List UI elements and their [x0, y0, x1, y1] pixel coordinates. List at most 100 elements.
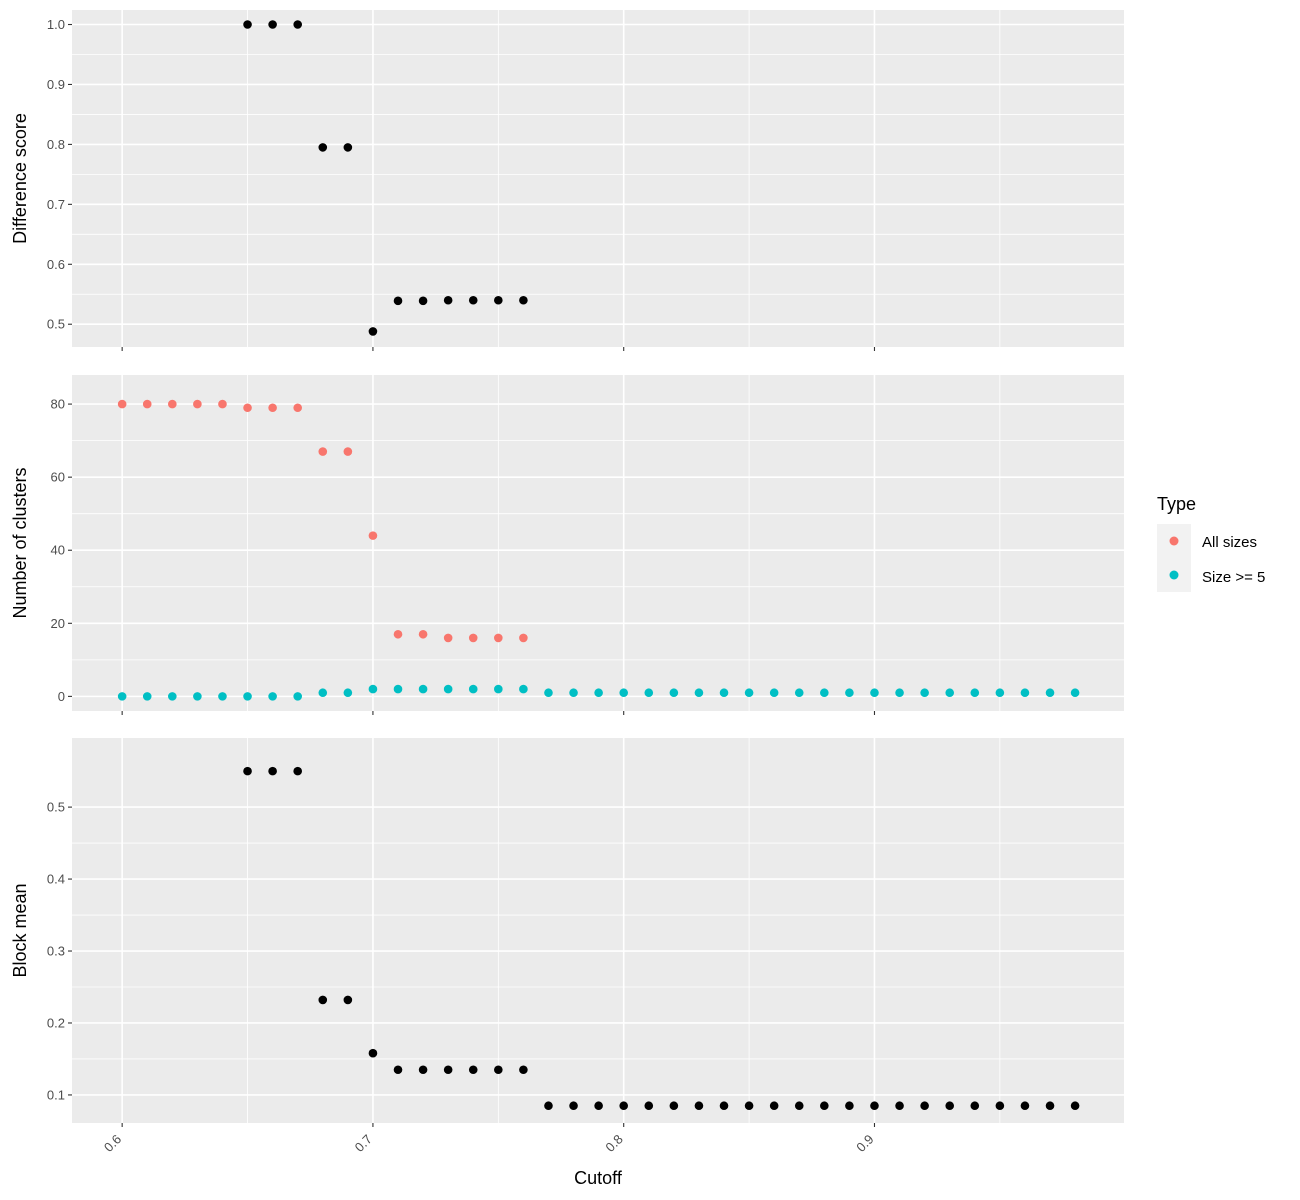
series-all-sizes — [117, 399, 528, 643]
data-point — [268, 403, 277, 413]
panel-background — [72, 738, 1124, 1123]
data-point — [418, 296, 428, 306]
data-point — [368, 327, 378, 336]
y-axis-title: Difference score — [10, 113, 30, 244]
data-point — [870, 688, 879, 698]
panel-background — [72, 375, 1124, 711]
data-point — [293, 403, 302, 413]
data-point — [820, 1101, 829, 1111]
data-point — [870, 1101, 879, 1111]
data-point — [318, 143, 328, 152]
y-tick-label: 0.9 — [47, 77, 65, 92]
data-point — [443, 684, 453, 694]
data-point — [268, 766, 277, 776]
data-point — [519, 633, 528, 643]
data-point — [895, 688, 904, 698]
data-point — [418, 1065, 428, 1075]
data-point — [117, 399, 127, 409]
panel-background — [72, 10, 1124, 347]
data-point — [368, 1048, 378, 1058]
data-point — [644, 688, 654, 698]
data-point — [1070, 1101, 1080, 1111]
panel-1: 0.5 0.6 0.7 0.8 0.9 1.0 Difference score — [10, 10, 1124, 351]
data-point — [293, 20, 302, 29]
data-point — [995, 688, 1005, 698]
data-point — [193, 692, 202, 701]
data-point — [920, 688, 929, 698]
x-axis-title: Cutoff — [574, 1168, 623, 1188]
data-point — [268, 20, 277, 29]
data-point — [920, 1101, 929, 1111]
data-point — [895, 1101, 904, 1111]
y-tick-label: 0.5 — [47, 317, 65, 332]
data-point — [694, 1101, 704, 1111]
data-point — [669, 1101, 679, 1111]
data-point — [794, 688, 804, 698]
data-point — [494, 684, 503, 694]
y-tick-label: 0.7 — [47, 197, 65, 212]
data-point — [343, 995, 353, 1005]
y-tick-label: 1.0 — [47, 17, 65, 32]
data-point — [293, 766, 302, 776]
data-point — [218, 692, 227, 701]
legend-marker-all-sizes — [1169, 536, 1179, 546]
y-tick-label: 40 — [51, 543, 65, 558]
legend-marker-size-ge-5 — [1169, 570, 1179, 580]
data-point — [468, 633, 478, 643]
data-point — [393, 296, 403, 306]
series-size-5 — [117, 684, 1080, 701]
y-tick-label: 0.4 — [47, 872, 65, 887]
data-point — [594, 688, 603, 698]
x-tick-label: 0.8 — [602, 1132, 625, 1155]
legend-title: Type — [1157, 494, 1196, 514]
data-point — [443, 295, 453, 305]
data-point — [243, 403, 252, 413]
data-point — [243, 766, 252, 776]
data-point — [769, 688, 779, 698]
data-point — [1020, 688, 1030, 698]
y-tick-label: 0 — [58, 689, 65, 704]
data-point — [769, 1101, 779, 1111]
data-point — [494, 1065, 503, 1075]
data-point — [343, 688, 353, 698]
data-point — [1070, 688, 1080, 698]
data-point — [443, 633, 453, 643]
data-point — [393, 684, 403, 694]
data-point — [845, 688, 854, 698]
y-tick-label: 80 — [51, 397, 65, 412]
data-point — [243, 20, 252, 29]
y-tick-label: 0.8 — [47, 137, 65, 152]
data-point — [995, 1101, 1005, 1111]
data-point — [168, 399, 177, 409]
panel-2: 0 20 40 60 80 Number of clusters — [10, 375, 1124, 715]
data-point — [569, 1101, 578, 1111]
data-point — [945, 688, 955, 698]
data-point — [193, 399, 202, 409]
y-tick-label: 0.1 — [47, 1087, 65, 1102]
data-point — [519, 1065, 528, 1075]
data-point — [519, 684, 528, 694]
data-point — [569, 688, 578, 698]
data-point — [644, 1101, 654, 1111]
data-point — [218, 399, 227, 409]
legend-label-size-ge-5: Size >= 5 — [1202, 569, 1265, 586]
data-point — [794, 1101, 804, 1111]
y-tick-label: 0.3 — [47, 944, 65, 959]
y-tick-label: 0.6 — [47, 257, 65, 272]
y-axis-title: Block mean — [10, 883, 30, 977]
data-point — [418, 629, 428, 639]
data-point — [368, 684, 378, 694]
x-tick-label: 0.6 — [101, 1132, 124, 1155]
y-tick-label: 20 — [51, 616, 65, 631]
data-point — [318, 447, 328, 456]
series-points — [243, 20, 528, 336]
data-point — [820, 688, 829, 698]
panel-3: 0.1 0.2 0.3 0.4 0.5 Block mean — [10, 738, 1124, 1127]
data-point — [343, 143, 353, 152]
legend-label-all-sizes: All sizes — [1202, 534, 1257, 551]
data-point — [594, 1101, 603, 1111]
data-point — [494, 295, 503, 305]
data-point — [970, 688, 980, 698]
data-point — [168, 692, 177, 701]
